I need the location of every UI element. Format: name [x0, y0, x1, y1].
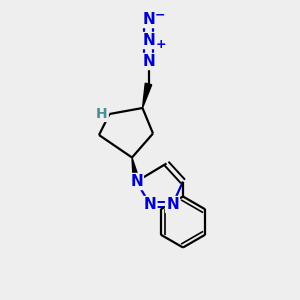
Polygon shape — [132, 158, 140, 182]
Text: N: N — [142, 33, 155, 48]
Polygon shape — [142, 83, 152, 108]
Text: N: N — [130, 174, 143, 189]
Text: H: H — [96, 107, 108, 121]
Text: N: N — [142, 54, 155, 69]
Text: −: − — [155, 9, 165, 22]
Text: +: + — [156, 38, 167, 51]
Text: N: N — [144, 197, 156, 212]
Text: N: N — [166, 197, 179, 212]
Text: N: N — [142, 12, 155, 27]
